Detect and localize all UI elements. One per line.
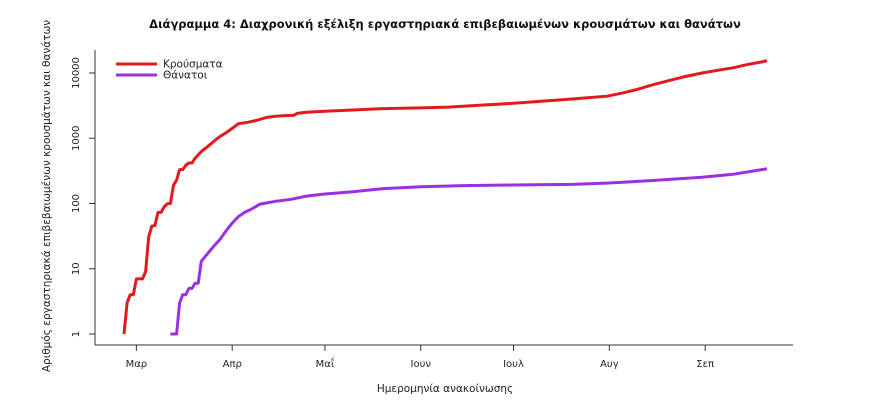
- x-tick-label: Αυγ: [600, 359, 619, 370]
- x-tick-label: Ιουν: [411, 359, 432, 370]
- x-tick-label: Μαΐ: [316, 356, 335, 370]
- y-tick-label: 1: [71, 331, 82, 337]
- x-tick-label: Σεπ: [696, 359, 714, 370]
- legend-label: Θάνατοι: [163, 70, 208, 82]
- x-tick-label: Ιουλ: [503, 359, 524, 370]
- y-axis-label: Αριθμός εργαστηριακά επιβεβαιωμένων κρου…: [41, 20, 53, 372]
- series-line-cases: [122, 59, 768, 335]
- y-tick-label: 10000: [71, 57, 82, 89]
- x-axis-ticks: Μαρ Απρ Μαΐ Ιουν Ιουλ Αυγ Σεπ: [126, 345, 714, 370]
- y-tick-label: 1000: [71, 126, 82, 151]
- y-axis-ticks: 1 10 100 1000 10000: [71, 57, 95, 337]
- x-axis-label: Ημερομηνία ανακοίνωσης: [377, 383, 513, 395]
- legend-label: Κρούσματα: [163, 59, 223, 71]
- x-tick-label: Μαρ: [126, 359, 148, 370]
- y-tick-label: 10: [71, 262, 82, 275]
- series-lines: [122, 59, 768, 336]
- x-tick-label: Απρ: [223, 359, 242, 370]
- y-tick-label: 100: [71, 194, 82, 213]
- series-line-deaths: [170, 167, 768, 336]
- chart-title: Διάγραμμα 4: Διαχρονική εξέλιξη εργαστηρ…: [149, 17, 741, 31]
